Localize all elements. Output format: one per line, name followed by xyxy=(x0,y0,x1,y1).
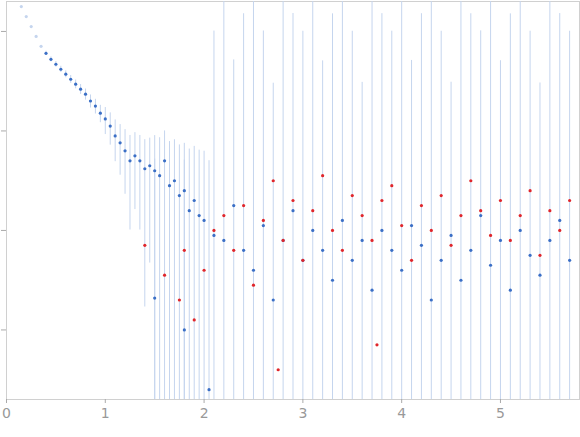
svg-text:2: 2 xyxy=(200,405,209,421)
svg-text:0: 0 xyxy=(2,405,11,421)
svg-text:1: 1 xyxy=(101,405,110,421)
svg-text:5: 5 xyxy=(496,405,505,421)
svg-text:4: 4 xyxy=(397,405,406,421)
svg-text:3: 3 xyxy=(298,405,307,421)
